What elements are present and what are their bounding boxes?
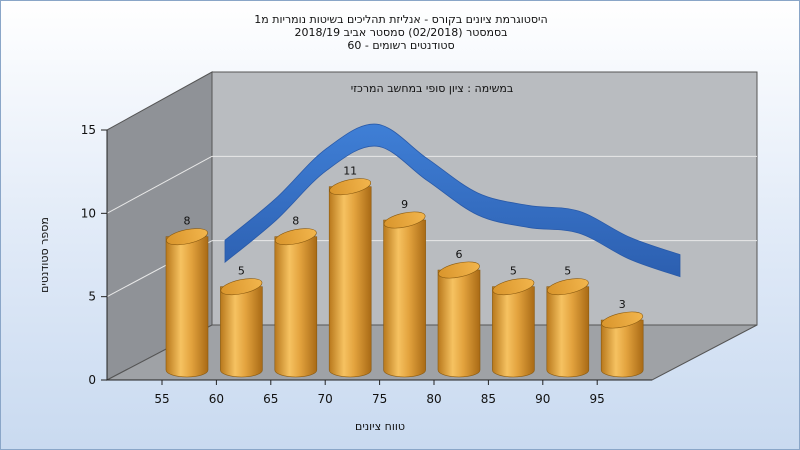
bar-value-label: 9 — [401, 198, 408, 211]
y-tick-label: 10 — [81, 206, 96, 220]
chart-title-line-1: היסטוגרמת ציונים בקורס - אנליזת תהליכים … — [254, 13, 548, 26]
bar-60: 5 — [220, 265, 263, 378]
bar-top — [492, 278, 535, 296]
bar-90: 5 — [546, 265, 590, 378]
chart-subtitle: במשימה : ציון סופי במחשב המרכזי — [351, 82, 514, 95]
bar-top — [546, 278, 589, 296]
bar-body — [220, 286, 263, 378]
trend-curve — [224, 123, 681, 278]
chart-title-line-2: בסמסטר (02/2018) סמסטר אביב 2018/19 — [294, 26, 508, 39]
y-tick-label: 15 — [81, 123, 96, 137]
x-tick-label: 90 — [535, 392, 550, 406]
bar-body — [383, 219, 426, 378]
x-axis-label: טווח ציונים — [355, 420, 405, 433]
bar-top — [166, 228, 208, 246]
bar-body — [274, 236, 318, 378]
bars: 8 5 8 11 9 6 5 5 3 — [165, 165, 644, 378]
bar-top — [329, 178, 372, 196]
bar-top — [601, 311, 644, 329]
y-axis-label: מספר סטודנטים — [38, 217, 51, 293]
bar-top — [383, 211, 426, 229]
x-tick-label: 60 — [209, 392, 224, 406]
x-tick-label: 65 — [263, 392, 278, 406]
x-axis: 55 60 65 70 75 80 85 90 95 — [107, 379, 652, 406]
bar-body — [492, 286, 535, 378]
bar-70: 11 — [328, 165, 372, 378]
bar-75: 9 — [383, 198, 426, 378]
bar-top — [220, 278, 263, 296]
bar-body — [328, 186, 372, 378]
bar-body — [546, 286, 590, 378]
bar-95: 3 — [600, 298, 644, 378]
bar-top — [438, 261, 480, 279]
bar-55: 8 — [165, 215, 209, 378]
gridline-side — [106, 155, 213, 214]
bar-value-label: 8 — [292, 215, 299, 228]
x-tick-label: 55 — [154, 392, 169, 406]
bar-value-label: 6 — [456, 248, 463, 261]
bar-value-label: 3 — [619, 298, 626, 311]
x-tick-label: 70 — [318, 392, 333, 406]
bar-top — [274, 228, 317, 246]
x-tick-label: 95 — [590, 392, 605, 406]
chart-title-line-3: סטודנטים רשומים - 60 — [347, 39, 455, 52]
bar-value-label: 5 — [238, 265, 245, 278]
y-tick-label: 0 — [88, 373, 96, 387]
bar-85: 5 — [492, 265, 535, 378]
y-axis: 0 5 10 15 — [81, 123, 108, 387]
bar-65: 8 — [274, 215, 318, 378]
x-tick-label: 85 — [481, 392, 496, 406]
trend-ribbon — [224, 123, 681, 278]
x-tick-label: 75 — [372, 392, 387, 406]
bar-value-label: 11 — [343, 165, 357, 178]
bar-body — [600, 319, 644, 378]
y-tick-label: 5 — [88, 290, 96, 304]
bar-value-label: 8 — [184, 215, 191, 228]
bar-80: 6 — [437, 248, 481, 378]
bar-value-label: 5 — [564, 265, 571, 278]
bar-body — [165, 236, 209, 378]
bar-value-label: 5 — [510, 265, 517, 278]
bar-body — [437, 269, 481, 378]
x-tick-label: 80 — [426, 392, 441, 406]
